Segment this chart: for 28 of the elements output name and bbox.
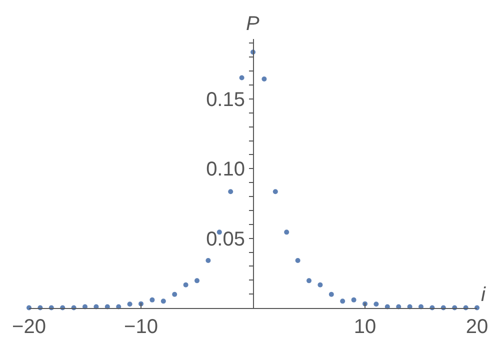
- point: [194, 278, 200, 284]
- x-tick-label: 20: [466, 316, 488, 338]
- x-tick-label: −10: [124, 316, 158, 338]
- point: [172, 292, 178, 297]
- y-axis-title: P: [246, 13, 260, 35]
- point: [160, 298, 166, 304]
- point: [374, 302, 379, 307]
- point: [183, 282, 188, 288]
- point: [284, 230, 290, 235]
- y-tick-label: 0.10: [206, 158, 245, 181]
- y-tick-label: 0.15: [206, 88, 245, 111]
- y-tick-label: 0.05: [206, 228, 245, 250]
- x-tick-label: 10: [354, 316, 376, 338]
- point: [295, 258, 300, 263]
- point: [272, 189, 278, 194]
- point: [328, 292, 334, 297]
- point: [340, 298, 346, 304]
- point: [150, 297, 155, 302]
- point: [262, 76, 267, 82]
- point: [206, 258, 211, 263]
- point: [306, 278, 312, 284]
- point: [239, 75, 244, 80]
- point: [127, 302, 132, 307]
- point: [351, 297, 356, 302]
- point: [318, 282, 323, 288]
- x-tick-label: −20: [12, 316, 46, 338]
- x-axis-title: i: [481, 284, 486, 306]
- point: [228, 189, 234, 194]
